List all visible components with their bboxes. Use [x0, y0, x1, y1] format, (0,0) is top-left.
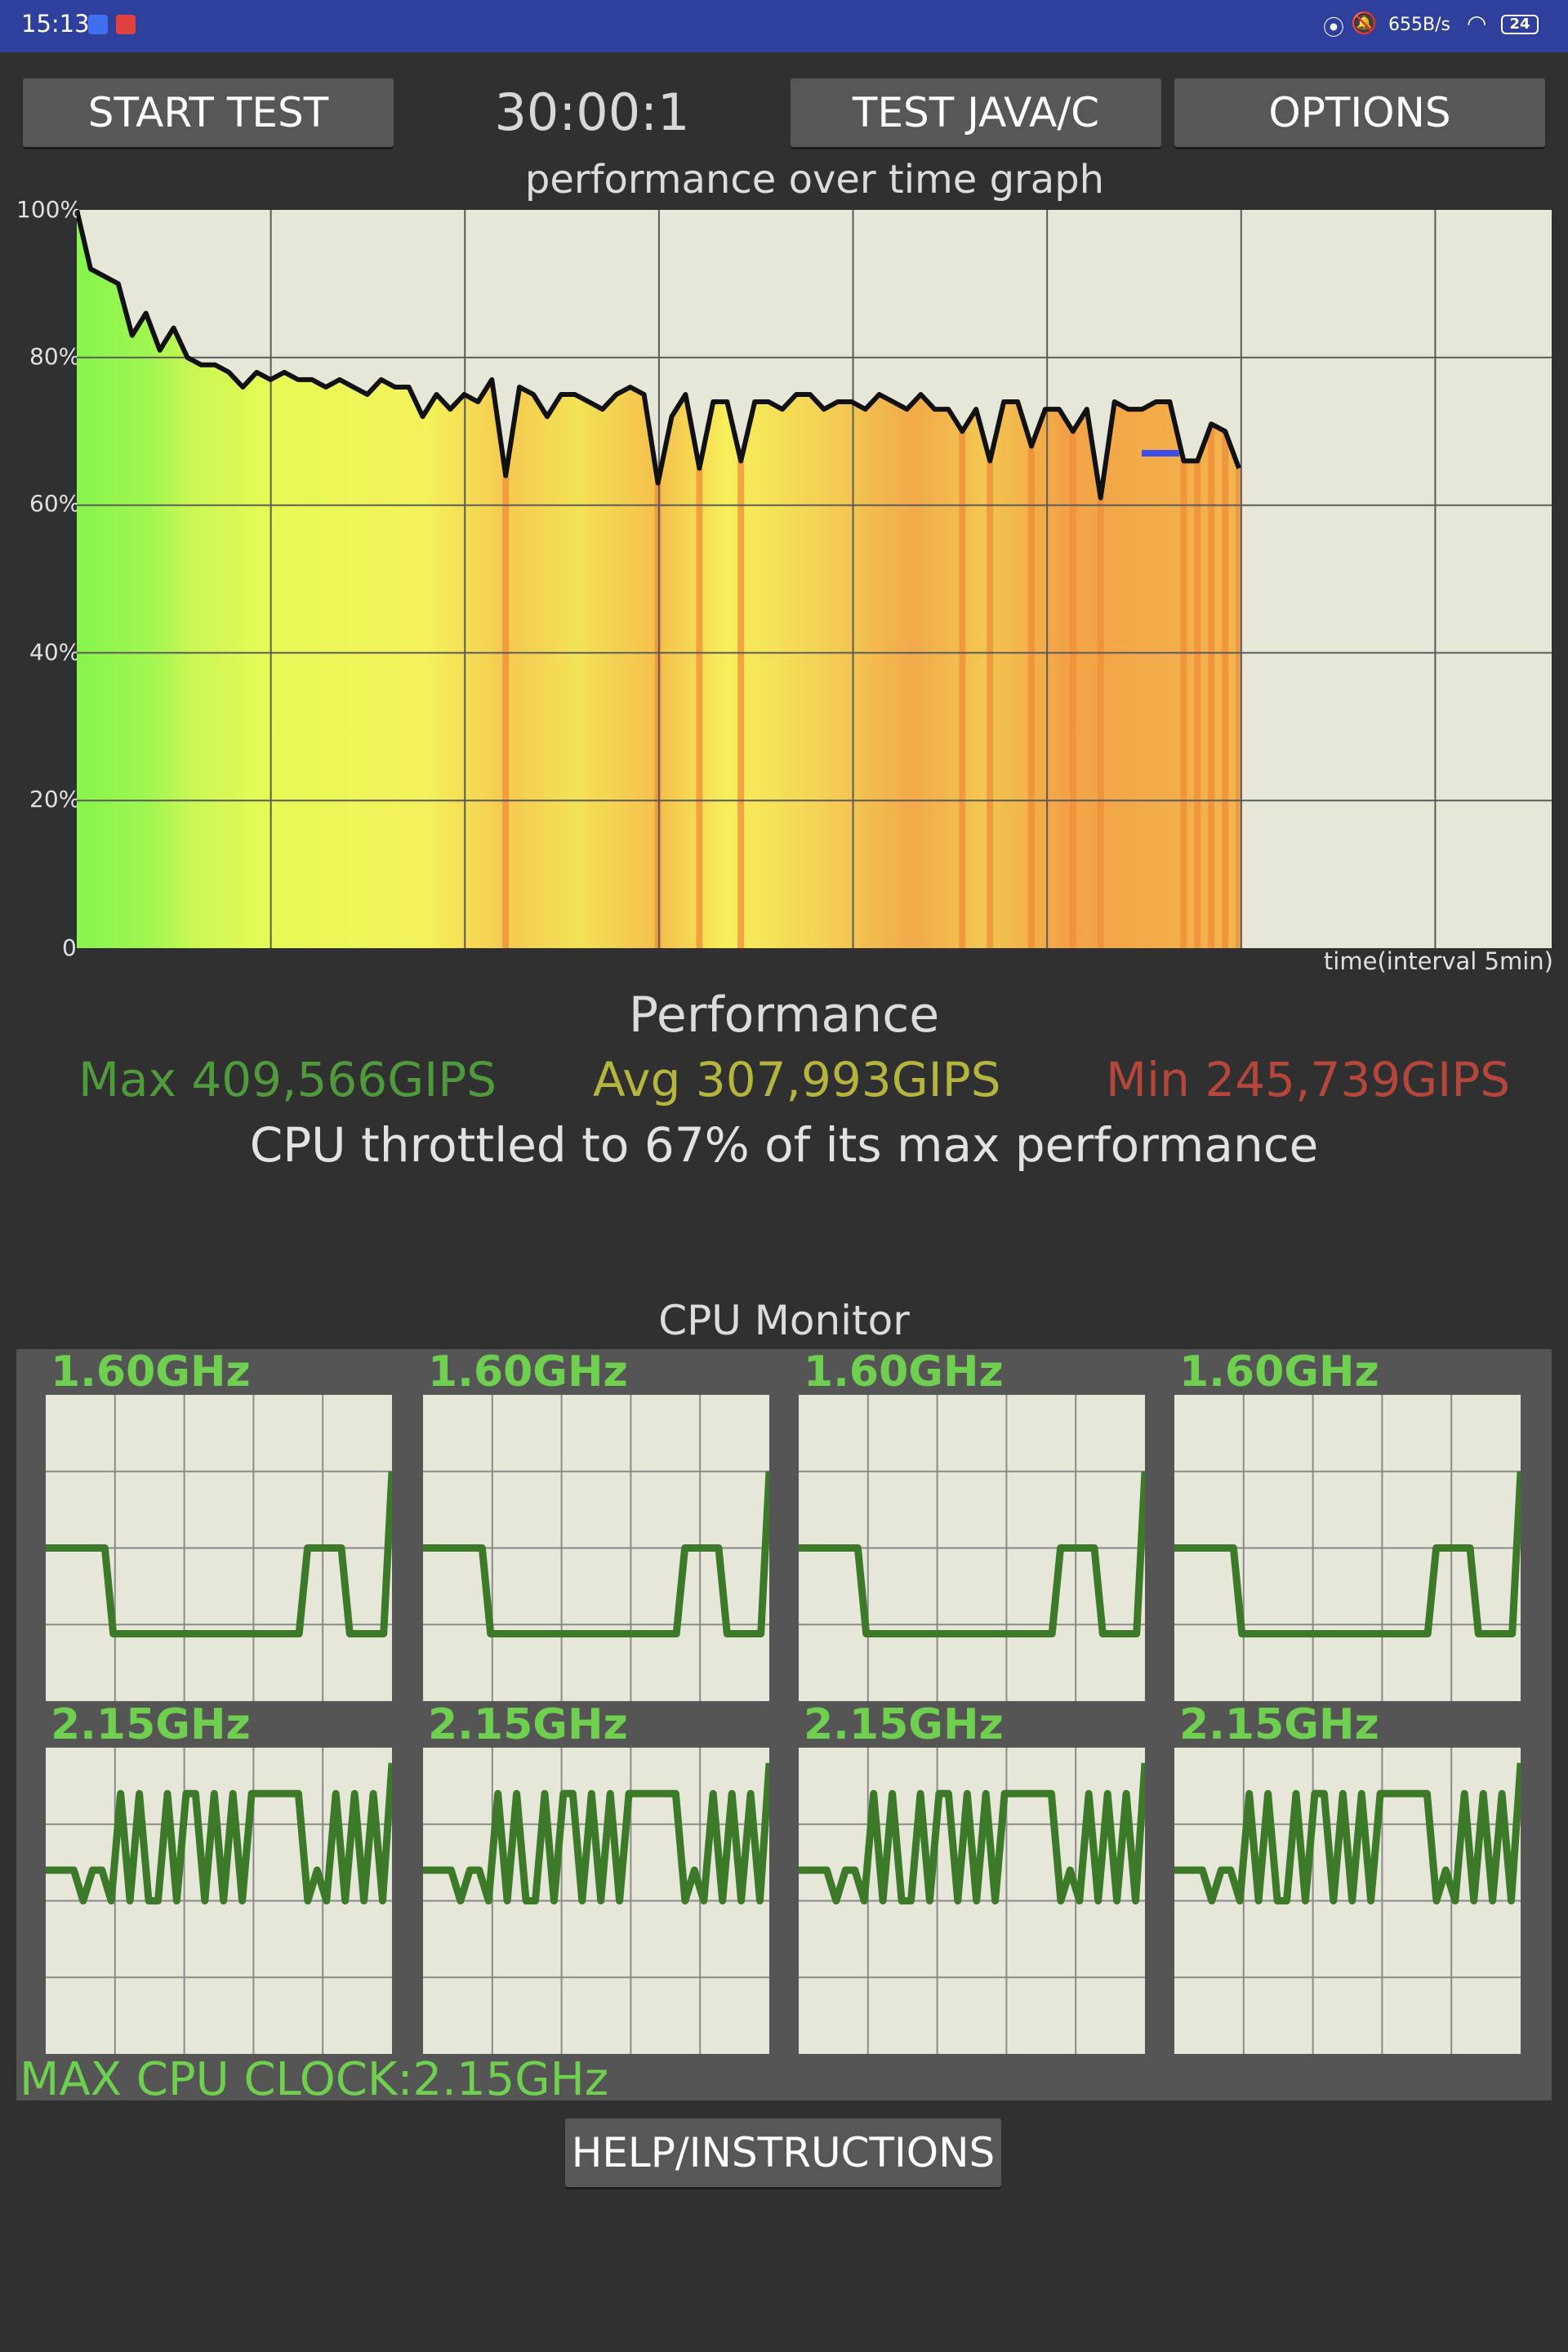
throttle-stripe: [696, 468, 703, 948]
core-clock-label: 2.15GHz: [428, 1700, 628, 1749]
core-frequency-line: [423, 1762, 769, 1904]
core-frequency-chart: [1174, 1395, 1521, 1701]
core-frequency-line: [1174, 1762, 1521, 1904]
throttle-stripe: [654, 483, 662, 948]
y-tick-label: 0: [62, 934, 77, 961]
core-frequency-line: [46, 1762, 392, 1904]
core-frequency-chart: [799, 1395, 1145, 1701]
start-test-button[interactable]: START TEST: [23, 78, 394, 147]
throttle-stripe: [1194, 461, 1201, 948]
network-rate: 655B/s: [1388, 15, 1450, 35]
core-frequency-line: [799, 1471, 1145, 1637]
core-frequency-chart: [46, 1748, 392, 2054]
max-cpu-clock: MAX CPU CLOCK:2.15GHz: [20, 2053, 609, 2106]
wifi-icon: ◠: [1467, 10, 1487, 37]
app-notification-icon: [116, 15, 136, 34]
core-clock-label: 2.15GHz: [51, 1700, 251, 1749]
y-tick-label: 20%: [29, 786, 81, 813]
status-time: 15:13: [21, 10, 90, 38]
core-frequency-chart: [46, 1395, 392, 1701]
avg-performance: Avg 307,993GIPS: [593, 1052, 1001, 1107]
core-frequency-chart: [799, 1748, 1145, 2054]
max-performance: Max 409,566GIPS: [78, 1052, 497, 1107]
performance-graph: [77, 210, 1552, 948]
options-button[interactable]: OPTIONS: [1174, 78, 1545, 147]
message-icon: [88, 15, 108, 34]
core-frequency-line: [46, 1471, 392, 1637]
performance-title: Performance: [628, 987, 940, 1044]
core-clock-label: 1.60GHz: [804, 1348, 1004, 1396]
core-clock-label: 1.60GHz: [51, 1348, 251, 1396]
y-tick-label: 80%: [29, 343, 81, 370]
throttle-stripe: [1208, 424, 1215, 948]
current-position-marker: [1142, 450, 1179, 457]
throttle-stripe: [1236, 468, 1243, 948]
core-clock-label: 1.60GHz: [1179, 1348, 1379, 1396]
throttle-stripe: [1028, 446, 1035, 948]
nfc-icon: ⦿: [1323, 16, 1345, 41]
help-instructions-button[interactable]: HELP/INSTRUCTIONS: [565, 2118, 1001, 2187]
x-axis-label: time(interval 5min): [1323, 947, 1553, 975]
throttle-stripe: [1222, 431, 1229, 948]
core-frequency-line: [1174, 1471, 1521, 1637]
cpu-monitor-title: CPU Monitor: [658, 1297, 910, 1344]
test-timer: 30:00:1: [494, 82, 690, 142]
y-tick-label: 40%: [29, 639, 81, 666]
mute-icon: 🔕: [1351, 11, 1378, 36]
core-clock-label: 1.60GHz: [428, 1348, 628, 1396]
performance-line: [77, 210, 1241, 501]
battery-icon: 24: [1501, 15, 1539, 34]
throttle-stripe: [987, 461, 994, 948]
y-tick-label: 100%: [16, 196, 82, 223]
throttle-stripe: [1097, 497, 1104, 948]
y-tick-label: 60%: [29, 490, 81, 517]
status-bar: 15:13 ⦿ 🔕 655B/s ◠ 24: [0, 0, 1568, 52]
throttle-stripe: [1180, 461, 1187, 948]
core-frequency-chart: [1174, 1748, 1521, 2054]
core-clock-label: 2.15GHz: [1179, 1700, 1379, 1749]
core-frequency-chart: [423, 1395, 769, 1701]
throttle-summary: CPU throttled to 67% of its max performa…: [249, 1117, 1319, 1173]
core-frequency-line: [799, 1762, 1145, 1904]
throttle-stripe: [502, 475, 510, 948]
throttle-stripe: [959, 431, 966, 948]
throttle-stripe: [1069, 431, 1076, 948]
core-frequency-line: [423, 1471, 769, 1637]
core-frequency-chart: [423, 1748, 769, 2054]
graph-title: performance over time graph: [524, 157, 1105, 203]
throttle-stripe: [737, 461, 745, 948]
core-clock-label: 2.15GHz: [804, 1700, 1004, 1749]
min-performance: Min 245,739GIPS: [1106, 1052, 1511, 1107]
test-java-c-button[interactable]: TEST JAVA/C: [791, 78, 1161, 147]
